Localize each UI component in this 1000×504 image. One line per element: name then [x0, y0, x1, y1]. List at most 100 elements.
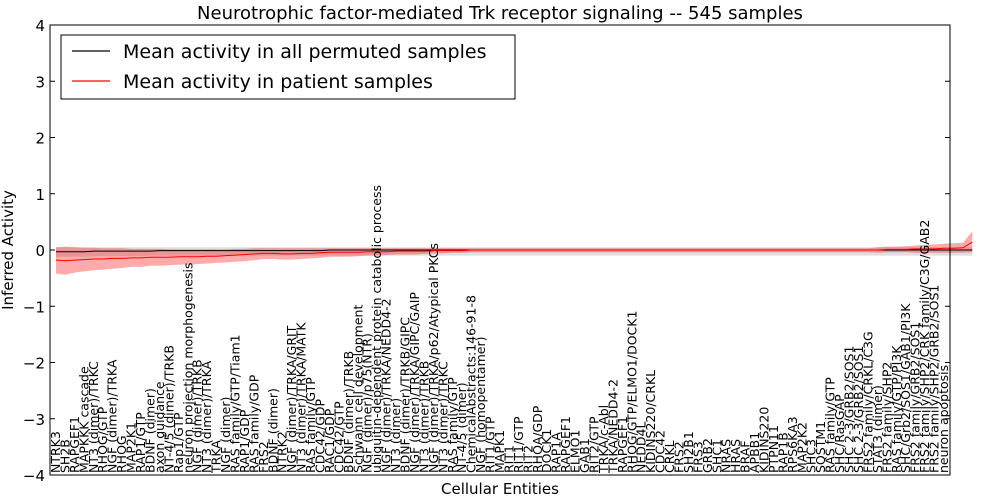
x-tick-label: RAS family/GTP/Tiam1: [228, 334, 243, 473]
x-tick-label: FRS2 family/CRKL/C3G: [860, 331, 875, 473]
x-tick-label: NGF (dimer)/TRKA/GIPC/GAIP: [407, 292, 422, 473]
y-tick-label: 3: [35, 73, 45, 91]
x-tick-label: neuron apoptosis: [936, 365, 951, 473]
x-tick-label: RAS family/GDP: [246, 374, 261, 473]
x-tick-label: RAPGEF1: [558, 416, 573, 473]
x-tick-label: NT3 (dimer)/TRKC: [435, 361, 450, 473]
x-tick-label: DOCK1: [539, 429, 554, 473]
y-tick-label: 1: [35, 186, 45, 204]
x-tick-label: SHC3: [804, 439, 819, 473]
x-tick-label: RAC1/GDP: [322, 408, 337, 473]
x-tick-label: TRKA: [209, 440, 224, 474]
x-tick-label: ELMO1: [568, 430, 583, 473]
x-tick-label: NGF (dimer)/p75(NTR): [360, 333, 375, 473]
x-tick-label: RAS family/GTP: [823, 377, 838, 473]
series-lines: [55, 241, 973, 262]
x-tick-label: KIDINS220: [757, 407, 772, 473]
x-tick-label: RAPGEF1: [67, 416, 82, 473]
x-tick-label: Schwann cell development: [350, 305, 365, 473]
x-tick-label: RAS family/GTP: [445, 377, 460, 473]
x-tick-label: APBB1: [747, 432, 762, 473]
x-tick-label: NT3 (dimer): [388, 398, 403, 473]
x-tick-label: MAP2K2: [794, 422, 809, 473]
x-tick-label: RIT1/GTP: [511, 416, 526, 473]
x-tick-label: RHOG/GTP/ELMO1/DOCK1: [624, 311, 639, 473]
x-tick-label: NTRK3: [48, 431, 63, 473]
x-tick-label: RAP1/GTP: [133, 412, 148, 473]
x-tick-label: FRS2: [672, 441, 687, 473]
x-tick-label: FRS2 family/SHP2/GRB2/SOS1: [927, 285, 942, 473]
x-tick-label: RIT2/GTP: [587, 416, 602, 473]
x-tick-label: SQSTM1: [813, 421, 828, 473]
x-tick-label: RAPGEF1: [615, 416, 630, 473]
legend: Mean activity in all permuted samples Me…: [60, 34, 516, 100]
y-tick-label: 4: [35, 17, 45, 35]
x-tick-label: GAB1: [577, 438, 592, 473]
x-tick-label: CDC42: [653, 430, 668, 473]
x-tick-label: SHC 2-3/GRB2/SOS1: [842, 346, 857, 473]
legend-label-permuted: Mean activity in all permuted samples: [123, 41, 486, 63]
x-tick-label: RAS family/GTP: [303, 377, 318, 473]
x-tick-label: KIDINS220/CRKL: [643, 370, 658, 473]
x-tick-label: NT3 (dimer)/TRKC: [86, 361, 101, 473]
x-tick-label: RPS6KA3: [785, 416, 800, 473]
x-tick-label: GRB2: [700, 438, 715, 473]
legend-box: [60, 34, 516, 100]
x-tick-label: BDNF (dimer)/TRKB: [341, 351, 356, 473]
x-tick-label: axon guidance: [152, 381, 167, 473]
x-tick-label: RAP1A: [549, 432, 564, 473]
x-tick-label: FRS2 family/SHP2: [879, 362, 894, 473]
x-tick-label: RIT1/GTP: [483, 416, 498, 473]
y-axis-ticks: 4 3 2 1 0 −1 −2 −3 −4: [23, 17, 950, 485]
x-tick-label: NGF (dimer)/TRKA/GRIT: [284, 325, 299, 473]
x-tick-label: neuron projection morphogenesis: [180, 262, 195, 473]
x-tick-label: BDNF (dimer): [143, 388, 158, 473]
x-tick-label: ChemicalAbstracts:146-91-8: [464, 295, 479, 473]
x-tick-label: SH2B1: [681, 431, 696, 473]
x-tick-label: NTRK2: [275, 431, 290, 473]
y-tick-label: 0: [35, 242, 45, 260]
x-tick-label: SHC 2-3/GRB2/SOS1: [851, 346, 866, 473]
x-tick-label: SH2B: [57, 439, 72, 473]
x-tick-label: NT-4/5 (dimer)/TRKB: [161, 345, 176, 473]
y-tick-label: −2: [23, 355, 45, 373]
x-tick-label: PTPN11: [766, 425, 781, 473]
x-tick-label: RIT1: [501, 445, 516, 473]
x-tick-label: NEDD4L: [634, 422, 649, 473]
x-tick-label: NT3 (dimer)/TRKA: [199, 360, 214, 473]
x-tick-label: NGF (dimer)/TRKB: [190, 359, 205, 473]
x-tick-label: NGF (dimer)/TRKA/NEDD4-2: [379, 298, 394, 473]
x-tick-label: NT-4/5 (dimer): [454, 382, 469, 473]
x-tick-label: SHC1: [709, 439, 724, 473]
x-tick-label: NGF (dimer)/TRKA: [105, 359, 120, 473]
x-tick-label: MAPKKK cascade: [76, 366, 91, 473]
chart-title: Neurotrophic factor-mediated Trk recepto…: [197, 3, 803, 24]
x-tick-label: MAPK1: [492, 430, 507, 473]
x-tick-label: RAP1B: [775, 432, 790, 473]
x-axis-label: Cellular Entities: [441, 480, 559, 498]
x-tick-label: CDC42/GTP: [331, 401, 346, 473]
x-tick-label: RHOA/GDP: [530, 405, 545, 473]
x-tick-label: RAS family/GTP/PI3K: [889, 345, 904, 473]
x-tick-label: NT3 (dimer)/TRKA/MATK: [294, 322, 309, 473]
band-patient: [56, 231, 973, 275]
x-tick-label: RIT2: [520, 445, 535, 473]
x-tick-label: FRS2 family/SHP2/CRK family/C3G/GAB2: [917, 220, 932, 473]
x-tick-label: NGF (homopentamer): [473, 337, 488, 473]
x-tick-label: SHC/RasGAP: [832, 394, 847, 473]
y-tick-label: −1: [23, 298, 45, 316]
x-tick-label: STAT3 (dimer): [870, 385, 885, 473]
x-tick-label: CRKL: [662, 440, 677, 473]
y-tick-label: 2: [35, 130, 45, 148]
y-axis-label: Inferred Activity: [0, 190, 17, 310]
x-tick-label: RHOG/GTP: [95, 406, 110, 473]
legend-label-patient: Mean activity in patient samples: [123, 71, 433, 93]
x-tick-label: FRS2 family/GRB2/SOS1: [908, 322, 923, 473]
x-tick-label: CDC42/GDP: [313, 398, 328, 473]
x-tick-label: BDNF (dimer): [265, 388, 280, 473]
x-tick-label: RHOG: [114, 435, 129, 473]
x-tick-label: BDNF (dimer)/TRKB/GIPC: [398, 317, 413, 473]
x-tick-label: NGF (dimer)/TRKA/p62/Atypical PKCs: [426, 243, 441, 473]
